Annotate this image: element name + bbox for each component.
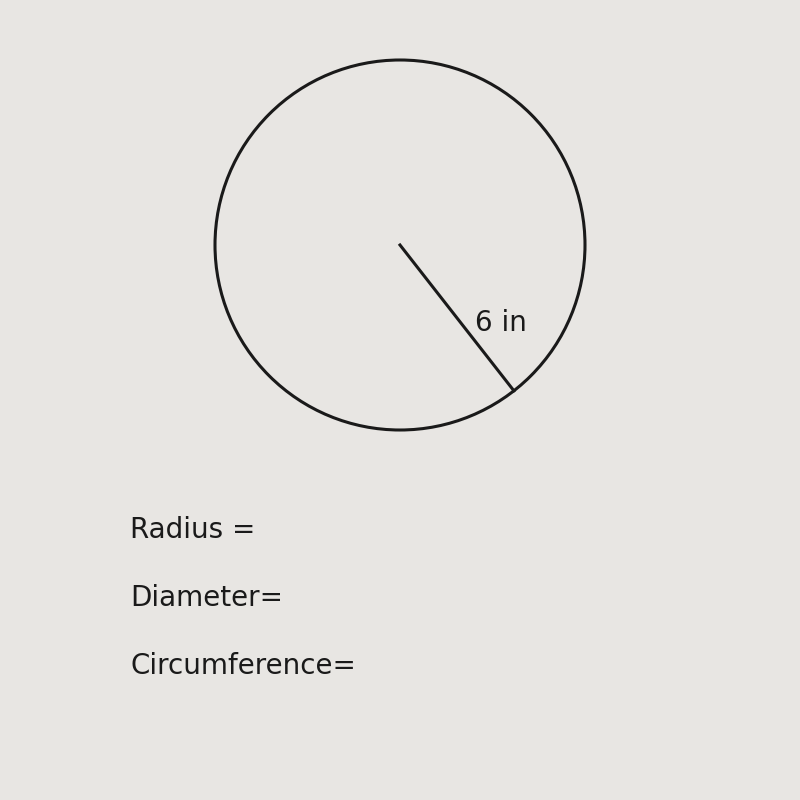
Text: Diameter=: Diameter= [130,584,283,612]
Text: 6 in: 6 in [475,309,527,337]
Text: Circumference=: Circumference= [130,652,356,680]
Text: Radius =: Radius = [130,516,255,544]
